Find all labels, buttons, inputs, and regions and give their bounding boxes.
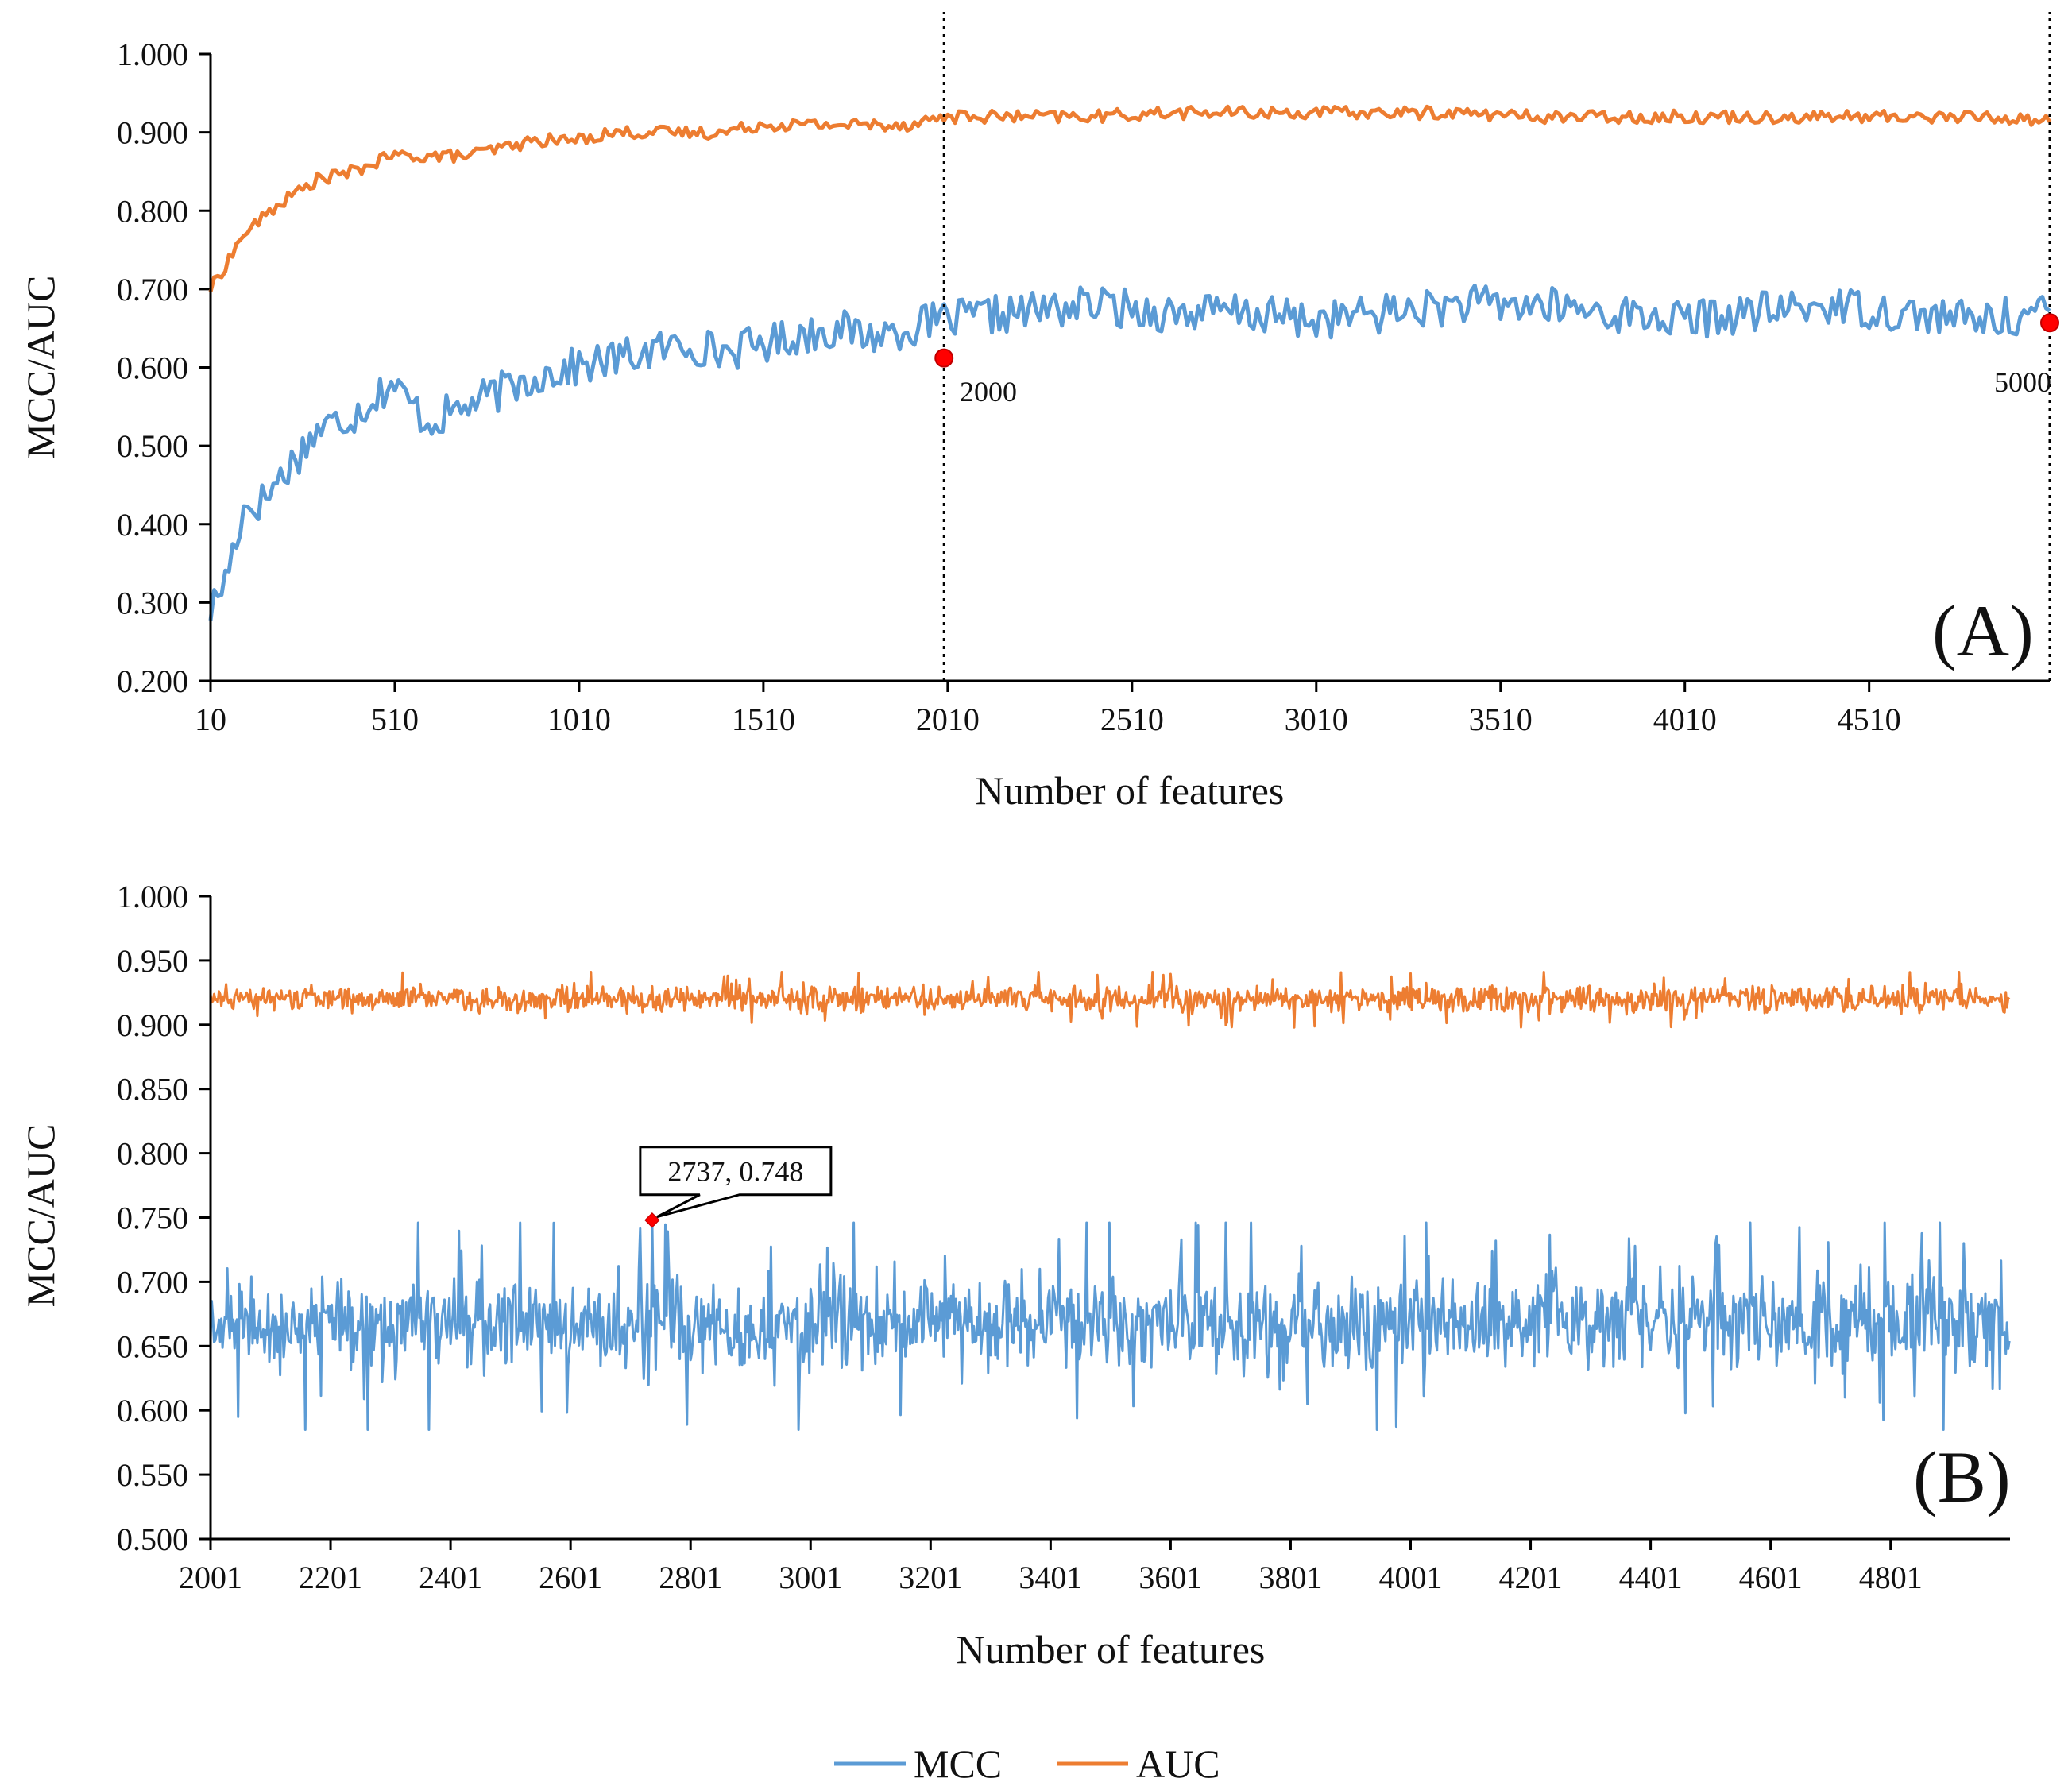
panel-b-y-tick-label: 0.850: [117, 1072, 188, 1108]
panel-a-x-tick-label: 10: [195, 702, 226, 737]
panel-a-y-tick-label: 0.300: [117, 585, 188, 621]
panel-b-y-ticks: 0.500 0.550 0.600 0.650 0.700 0.750 0.800 0.850…: [117, 879, 211, 1557]
panel-b-x-tick-label: 4601: [1739, 1560, 1803, 1595]
panel-a-y-tick-label: 0.600: [117, 350, 188, 386]
panel-a-y-tick-label: 0.500: [117, 428, 188, 464]
panel-b-x-tick-label: 3001: [779, 1560, 842, 1595]
panel-a-chart: 0.200 0.300 0.400 0.500 0.600 0.700 0.800 0.900…: [18, 12, 2059, 813]
panel-b-annotation-callout: [639, 1146, 833, 1219]
legend-mcc-label: MCC: [914, 1742, 1002, 1786]
panel-b-tag: (B): [1913, 1436, 2011, 1517]
panel-b-y-axis-title: MCC/AUC: [18, 1124, 63, 1308]
panel-a-y-ticks: 0.200 0.300 0.400 0.500 0.600 0.700 0.800 0.900…: [117, 37, 211, 699]
panel-a-x-tick-label: 510: [371, 702, 419, 737]
panel-a-auc-line: [208, 104, 2052, 292]
panel-a-x-tick-label: 4010: [1653, 702, 1717, 737]
panel-a-y-tick-label: 0.900: [117, 115, 188, 151]
panel-b-y-tick-label: 0.700: [117, 1264, 188, 1300]
panel-b-annotation-label: 2737, 0.748: [667, 1156, 803, 1188]
panel-a-mcc-line: [208, 283, 2051, 621]
panel-a-highlight-label-5000: 5000: [1994, 366, 2051, 398]
panel-b-x-ticks: 2001 2201 2401 2601 2801 3001 3201 3401 3601 3801…: [179, 1539, 1923, 1595]
panel-a-tag: (A): [1932, 590, 2034, 671]
panel-a-x-axis-title: Number of features: [976, 768, 1285, 813]
panel-b-x-tick-label: 2601: [539, 1560, 602, 1595]
panel-b-x-tick-label: 3601: [1138, 1560, 1202, 1595]
panel-b-x-tick-label: 2001: [179, 1560, 242, 1595]
panel-a-x-tick-label: 1510: [732, 702, 795, 737]
panel-b-x-tick-label: 4201: [1499, 1560, 1563, 1595]
panel-a-y-tick-label: 0.400: [117, 507, 188, 543]
panel-a-x-tick-label: 1010: [547, 702, 611, 737]
panel-b-y-tick-label: 1.000: [117, 879, 188, 914]
panel-b-y-tick-label: 0.500: [117, 1521, 188, 1557]
panel-a-y-tick-label: 1.000: [117, 37, 188, 72]
panel-a-x-tick-label: 3010: [1285, 702, 1348, 737]
panel-a-y-tick-label: 0.200: [117, 663, 188, 699]
panel-b-y-tick-label: 0.900: [117, 1007, 188, 1043]
panel-b-y-tick-label: 0.800: [117, 1136, 188, 1172]
panel-a-x-tick-label: 2010: [916, 702, 980, 737]
panel-a-y-tick-label: 0.800: [117, 193, 188, 229]
panel-a-x-tick-label: 2510: [1100, 702, 1164, 737]
panel-a-y-tick-label: 0.700: [117, 272, 188, 307]
panel-b-auc-line: [209, 971, 2011, 1029]
panel-b-x-tick-label: 4001: [1379, 1560, 1443, 1595]
panel-a-y-axis-title: MCC/AUC: [18, 276, 63, 459]
panel-b-y-tick-label: 0.550: [117, 1457, 188, 1493]
panel-b-chart: 0.500 0.550 0.600 0.650 0.700 0.750 0.800 0.850…: [18, 879, 2011, 1672]
panel-b-x-axis-title: Number of features: [957, 1627, 1266, 1672]
panel-a-highlight-point-5000: [2040, 313, 2059, 333]
panel-a-highlight-label-2000: 2000: [960, 376, 1017, 408]
panel-b-x-tick-label: 4801: [1859, 1560, 1923, 1595]
panel-b-y-tick-label: 0.950: [117, 943, 188, 979]
panel-b-mcc-line: [209, 1219, 2011, 1431]
panel-b-x-tick-label: 3401: [1019, 1560, 1082, 1595]
panel-b-max-mcc-marker: [644, 1212, 660, 1228]
panel-b-x-tick-label: 3801: [1258, 1560, 1322, 1595]
panel-b-x-tick-label: 2401: [419, 1560, 482, 1595]
legend: MCC AUC: [834, 1742, 1220, 1786]
panel-b-x-tick-label: 4401: [1619, 1560, 1683, 1595]
panel-b-x-tick-label: 3201: [899, 1560, 962, 1595]
panel-b-y-tick-label: 0.750: [117, 1200, 188, 1236]
panel-b-y-tick-label: 0.650: [117, 1328, 188, 1364]
panel-b-y-tick-label: 0.600: [117, 1393, 188, 1429]
panel-a-x-tick-label: 3510: [1469, 702, 1533, 737]
panel-a-x-ticks: 10 510 1010 1510 2010 2510 3010 3510 4010 4510: [195, 681, 1901, 737]
legend-auc-label: AUC: [1136, 1742, 1220, 1786]
panel-b-x-tick-label: 2201: [299, 1560, 362, 1595]
panel-a-x-tick-label: 4510: [1838, 702, 1901, 737]
panel-b-x-tick-label: 2801: [659, 1560, 722, 1595]
panel-a-highlight-point-2000: [934, 348, 954, 368]
